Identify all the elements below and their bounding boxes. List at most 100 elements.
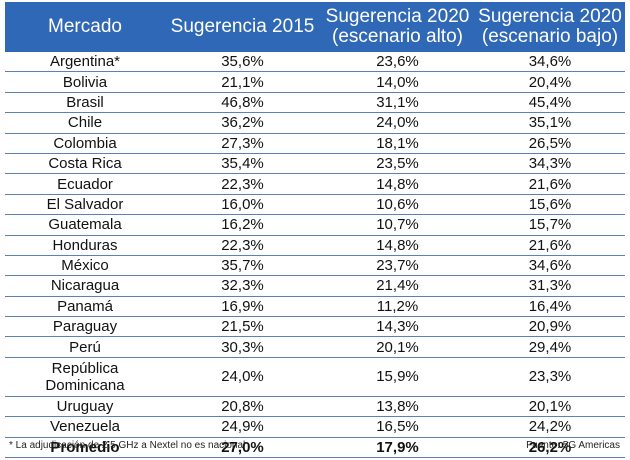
cell-2015: 36,2%: [165, 112, 320, 134]
table-row: Guatemala 16,2% 10,7% 15,7%: [5, 214, 625, 236]
cell-2015: 32,3%: [165, 275, 320, 297]
source-credit: Fuente: 5G Americas: [526, 440, 620, 451]
table-row: Paraguay 21,5% 14,3% 20,9%: [5, 316, 625, 338]
table-row: Panamá 16,9% 11,2% 16,4%: [5, 296, 625, 318]
header-2020-low-line1: Sugerencia 2020: [478, 6, 622, 27]
cell-2020-low: 29,4%: [475, 336, 625, 358]
cell-2020-low: 15,7%: [475, 214, 625, 236]
cell-2020-high: 10,6%: [320, 194, 475, 216]
table-row: República Dominicana 24,0% 15,9% 23,3%: [5, 357, 625, 397]
cell-market: Paraguay: [5, 316, 165, 338]
cell-2020-high: 14,8%: [320, 173, 475, 195]
cell-2020-high: 18,1%: [320, 133, 475, 154]
cell-market: Honduras: [5, 235, 165, 256]
cell-2020-high: 23,7%: [320, 255, 475, 277]
cell-2020-low: 26,5%: [475, 133, 625, 154]
cell-market: Ecuador: [5, 173, 165, 195]
cell-2020-low: 20,1%: [475, 396, 625, 418]
table-row: Brasil 46,8% 31,1% 45,4%: [5, 92, 625, 114]
table-row: Honduras 22,3% 14,8% 21,6%: [5, 235, 625, 256]
cell-2020-high: 13,8%: [320, 396, 475, 418]
header-2020-high-line2: (escenario alto): [332, 26, 463, 47]
cell-market: Costa Rica: [5, 153, 165, 175]
cell-2015: 35,6%: [165, 52, 320, 73]
header-2020-low-line2: (escenario bajo): [481, 26, 619, 47]
average-2015: 27,0%: [165, 437, 320, 459]
table-row: Venezuela 24,9% 16,5% 24,2%: [5, 416, 625, 438]
cell-2015: 16,0%: [165, 194, 320, 216]
cell-market: Uruguay: [5, 396, 165, 418]
cell-2015: 24,0%: [165, 357, 320, 397]
table-row: Perú 30,3% 20,1% 29,4%: [5, 336, 625, 358]
table-row: Costa Rica 35,4% 23,5% 34,3%: [5, 153, 625, 175]
average-2020-low: 26,2%: [475, 437, 625, 459]
cell-2015: 30,3%: [165, 336, 320, 358]
cell-2015: 35,7%: [165, 255, 320, 277]
cell-market: Bolivia: [5, 71, 165, 93]
header-2020-high-line1: Sugerencia 2020: [325, 6, 470, 27]
average-2020-high: 17,9%: [320, 437, 475, 459]
cell-2015: 21,1%: [165, 71, 320, 93]
cell-2020-high: 24,0%: [320, 112, 475, 134]
cell-2020-low: 20,4%: [475, 71, 625, 93]
cell-market-line1: República: [51, 359, 119, 377]
table-row: Ecuador 22,3% 14,8% 21,6%: [5, 173, 625, 195]
header-row: Mercado Sugerencia 2015 Sugerencia 2020 …: [5, 2, 625, 52]
cell-market: Brasil: [5, 92, 165, 114]
header-2020-high: Sugerencia 2020 (escenario alto): [320, 2, 475, 52]
cell-2015: 22,3%: [165, 173, 320, 195]
spectrum-table-container: Mercado Sugerencia 2015 Sugerencia 2020 …: [5, 2, 625, 459]
cell-2015: 21,5%: [165, 316, 320, 338]
cell-2020-low: 34,6%: [475, 52, 625, 73]
cell-2020-low: 21,6%: [475, 173, 625, 195]
cell-market: Guatemala: [5, 214, 165, 236]
cell-2020-low: 24,2%: [475, 416, 625, 438]
cell-2020-high: 15,9%: [320, 357, 475, 397]
cell-2020-low: 15,6%: [475, 194, 625, 216]
average-label: Promedio: [5, 437, 165, 459]
header-market: Mercado: [5, 2, 165, 52]
table-header: Mercado Sugerencia 2015 Sugerencia 2020 …: [5, 2, 625, 52]
table-row: Colombia 27,3% 18,1% 26,5%: [5, 133, 625, 154]
cell-market: México: [5, 255, 165, 277]
footnote: * La adjudicación de 2,5 GHz a Nextel no…: [9, 440, 246, 451]
cell-2020-low: 23,3%: [475, 357, 625, 397]
table-row: Bolivia 21,1% 14,0% 20,4%: [5, 71, 625, 93]
cell-market: El Salvador: [5, 194, 165, 216]
cell-2015: 27,3%: [165, 133, 320, 154]
table-row: Chile 36,2% 24,0% 35,1%: [5, 112, 625, 134]
table-footer: * La adjudicación de 2,5 GHz a Nextel no…: [0, 440, 630, 458]
cell-market: República Dominicana: [5, 357, 165, 397]
cell-2015: 16,9%: [165, 296, 320, 318]
cell-2020-high: 14,0%: [320, 71, 475, 93]
cell-market: Chile: [5, 112, 165, 134]
cell-2015: 46,8%: [165, 92, 320, 114]
table-row: México 35,7% 23,7% 34,6%: [5, 255, 625, 277]
cell-2020-high: 23,6%: [320, 52, 475, 73]
cell-market-line2: Dominicana: [45, 376, 125, 394]
cell-2020-high: 10,7%: [320, 214, 475, 236]
header-2015: Sugerencia 2015: [165, 2, 320, 52]
cell-2020-high: 11,2%: [320, 296, 475, 318]
cell-2020-low: 20,9%: [475, 316, 625, 338]
cell-market: Venezuela: [5, 416, 165, 438]
spectrum-table: Mercado Sugerencia 2015 Sugerencia 2020 …: [5, 2, 625, 459]
cell-market: Panamá: [5, 296, 165, 318]
cell-2020-low: 34,3%: [475, 153, 625, 175]
cell-2020-high: 23,5%: [320, 153, 475, 175]
cell-2015: 20,8%: [165, 396, 320, 418]
cell-2015: 22,3%: [165, 235, 320, 256]
cell-2020-low: 31,3%: [475, 275, 625, 297]
cell-2020-low: 34,6%: [475, 255, 625, 277]
cell-2020-low: 45,4%: [475, 92, 625, 114]
cell-2020-high: 20,1%: [320, 336, 475, 358]
average-row: Promedio 27,0% 17,9% 26,2%: [5, 437, 625, 459]
cell-2020-high: 21,4%: [320, 275, 475, 297]
table-row: Argentina* 35,6% 23,6% 34,6%: [5, 52, 625, 73]
cell-market: Nicaragua: [5, 275, 165, 297]
table-row: Uruguay 20,8% 13,8% 20,1%: [5, 396, 625, 418]
cell-2020-high: 16,5%: [320, 416, 475, 438]
cell-2020-low: 16,4%: [475, 296, 625, 318]
table-row: Nicaragua 32,3% 21,4% 31,3%: [5, 275, 625, 297]
cell-market: Perú: [5, 336, 165, 358]
